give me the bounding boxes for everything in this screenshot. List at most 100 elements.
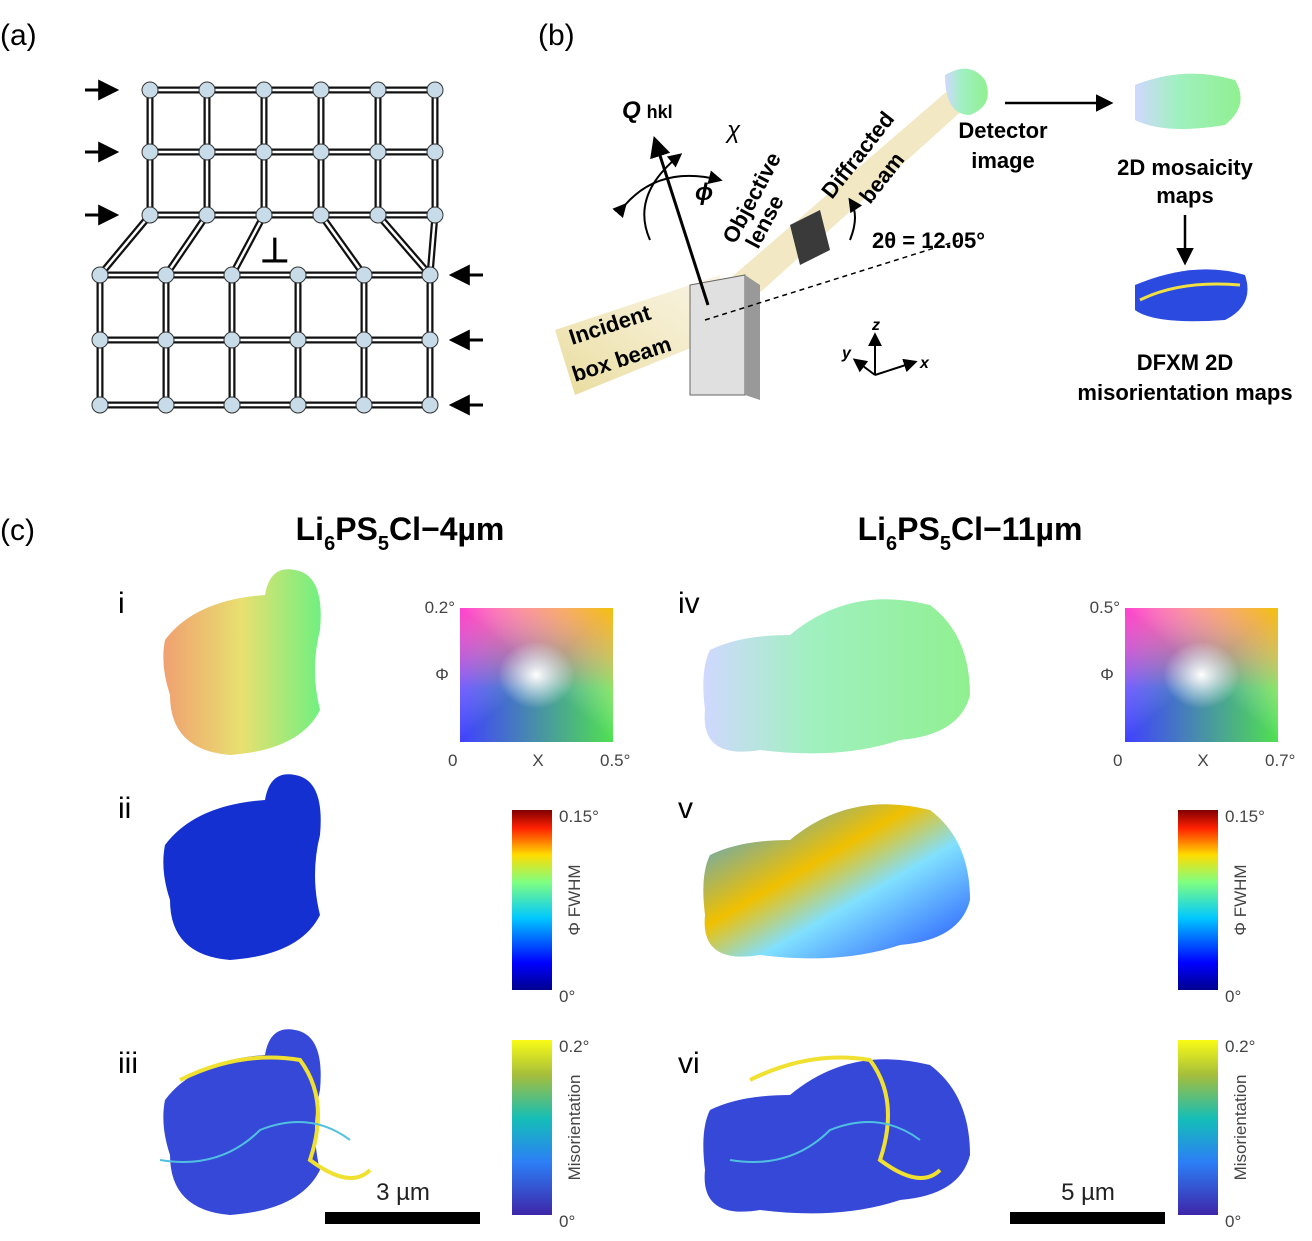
panel-label: (b) [538,19,575,52]
atom [313,82,329,98]
colorkey-label: Φ [435,665,449,684]
colorbar-label: 0° [1225,987,1241,1006]
atom [158,267,174,283]
atom [256,207,272,223]
atom [224,332,240,348]
two-theta-label: 2θ = 12.05° [872,228,985,253]
title-part: 6 [886,533,897,555]
map [703,804,970,958]
colorkey-label: 0.7° [1265,751,1295,770]
colorkey-label: 0.5° [1090,598,1120,617]
atom [256,144,272,160]
column-title: Li6PS5Cl−11µm [858,511,1083,555]
atom [370,82,386,98]
axis-label: z [871,317,880,334]
row-label: v [678,792,693,825]
title-part: Cl−4µm [389,511,504,547]
colorbar-title: Misorientation [565,1075,584,1181]
colorbar [1178,1040,1218,1215]
colorbar-label: 0.15° [559,807,599,826]
title-part: Cl−11µm [951,511,1082,547]
atom [370,207,386,223]
detector-label: Detector [958,118,1048,143]
atom [224,397,240,413]
map-blob [703,599,970,753]
colorkey-label: 0.2° [425,598,455,617]
colorbar [512,1040,552,1215]
title-part: PS [897,511,940,547]
q-symbol: Q [622,97,641,124]
colorbar [1178,810,1218,990]
atom [199,207,215,223]
atom [142,144,158,160]
row-label: vi [678,1047,700,1080]
colorbar-title: Misorientation [1231,1075,1250,1181]
mosaicity-label: maps [1156,183,1213,208]
atom [313,144,329,160]
colorbar-label: 0° [559,1212,575,1231]
atom [256,82,272,98]
atom [290,267,306,283]
misorientation-label: DFXM 2D [1137,350,1234,375]
q-vector: Qhkl [622,97,673,124]
chi-label: χ [725,117,741,144]
colorbar [512,810,552,990]
colorbar-label: 0.2° [559,1037,589,1056]
axis-label: x [919,355,930,372]
atom [422,332,438,348]
column-title: Li6PS5Cl−4µm [296,511,505,555]
colorkey-label: 0 [1113,751,1122,770]
scale-bar-label: 3 µm [376,1179,430,1206]
axis-label: y [841,345,852,362]
colorkey-label: Φ [1100,665,1114,684]
map-blob [703,1059,970,1213]
q-subscript: hkl [647,102,673,122]
title-part: 6 [324,533,335,555]
bond [166,215,207,275]
atom [356,397,372,413]
title-part: Li [296,511,324,547]
title-part: 5 [940,533,951,555]
atom [92,267,108,283]
colorkey-label: X [1197,751,1208,770]
panel-label: (c) [0,514,35,547]
colorbar-label: 0° [559,987,575,1006]
row-label: ii [118,792,131,825]
scale-bar [1010,1212,1165,1224]
bond [321,215,364,275]
bond [100,215,150,275]
atom [199,144,215,160]
colorkey-label: 0 [448,751,457,770]
colorbar-title: Φ FWHM [565,864,584,935]
misorientation-label: misorientation maps [1077,380,1292,405]
colorkey [1125,608,1278,742]
atom [142,207,158,223]
atom [158,332,174,348]
map [703,599,970,753]
atom [199,82,215,98]
colorbar-label: 0° [1225,1212,1241,1231]
colorbar-label: 0.15° [1225,807,1265,826]
figure: (a) (b) (c) ⊥ Qhkl χ ϕ Objective lense D… [0,0,1312,1241]
row-label: iv [678,587,700,620]
row-label: i [118,587,125,620]
panel-label: (a) [0,19,37,52]
colorkey [460,608,613,742]
atom [224,267,240,283]
title-part: Li [858,511,886,547]
atom [427,82,443,98]
scale-bar [325,1212,480,1224]
atom [427,207,443,223]
phi-label: ϕ [695,179,713,206]
map [160,1029,370,1215]
map-blob [703,804,970,958]
map [163,569,320,755]
atom [92,397,108,413]
map-blob [163,774,320,960]
row-label: iii [118,1047,138,1080]
map-blob [163,569,320,755]
atom [356,332,372,348]
title-part: PS [335,511,378,547]
atom [356,267,372,283]
detector-label: image [971,148,1035,173]
